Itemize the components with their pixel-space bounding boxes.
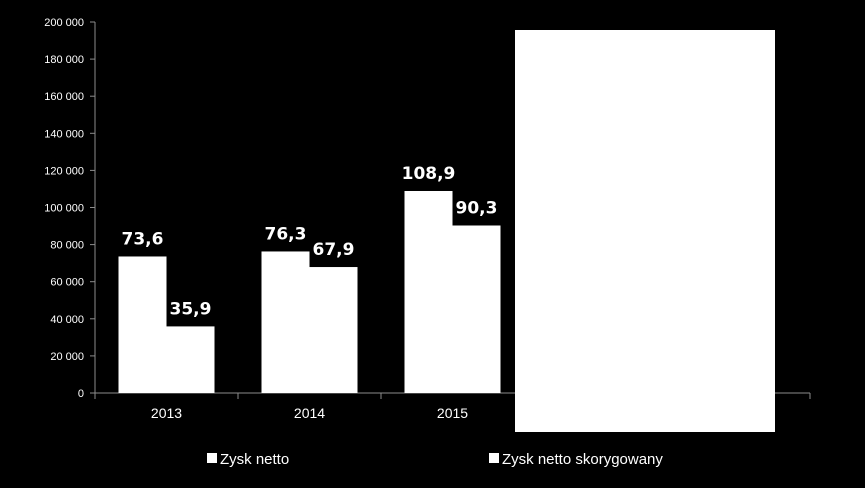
y-tick-label: 40 000	[50, 314, 84, 326]
bar	[309, 267, 358, 393]
y-tick-label: 160 000	[44, 91, 84, 103]
y-tick-label: 200 000	[44, 17, 84, 29]
y-tick-label: 140 000	[44, 128, 84, 140]
y-tick-label: 80 000	[50, 240, 84, 252]
bars	[118, 190, 501, 393]
data-label: 67,9	[313, 240, 355, 260]
y-axis: 0 20 000 40 000 60 000 80 000 100 000 120 000 1…	[44, 17, 96, 400]
y-tick-label: 20 000	[50, 351, 84, 363]
legend: Zysk netto Zysk netto skorygowany	[207, 451, 663, 468]
bar	[261, 251, 310, 393]
overlay-box	[515, 30, 775, 432]
data-label: 73,6	[122, 229, 164, 249]
data-labels: 73,6 35,9 76,3 67,9 108,990,3	[122, 164, 498, 319]
data-label: 35,9	[170, 299, 212, 319]
data-label: 76,3	[265, 224, 307, 244]
y-tick-label: 0	[78, 388, 84, 400]
legend-label: Zysk netto skorygowany	[502, 451, 663, 468]
legend-label: Zysk netto	[220, 451, 289, 468]
data-label: 108,9	[402, 164, 456, 184]
bar	[166, 326, 215, 393]
x-tick-label: 2013	[151, 405, 182, 421]
y-tick-label: 60 000	[50, 277, 84, 289]
y-tick-label: 180 000	[44, 54, 84, 66]
x-tick-label: 2015	[437, 405, 468, 421]
bar	[452, 225, 501, 393]
legend-swatch	[489, 453, 499, 463]
y-tick-label: 120 000	[44, 165, 84, 177]
bar	[118, 256, 167, 393]
bar	[404, 190, 453, 393]
x-tick-label: 2014	[294, 405, 325, 421]
data-label: 90,3	[456, 198, 498, 218]
y-tick-label: 100 000	[44, 203, 84, 215]
legend-swatch	[207, 453, 217, 463]
